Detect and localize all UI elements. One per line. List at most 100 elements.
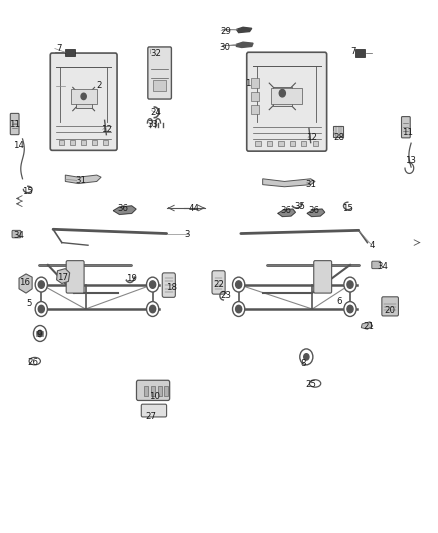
- Circle shape: [147, 302, 159, 317]
- Bar: [103, 140, 108, 145]
- FancyBboxPatch shape: [11, 114, 19, 135]
- Circle shape: [147, 277, 159, 292]
- Text: 36: 36: [118, 204, 129, 213]
- Circle shape: [38, 305, 44, 313]
- Polygon shape: [19, 274, 32, 293]
- Bar: [290, 141, 295, 146]
- Bar: [272, 88, 302, 104]
- Circle shape: [150, 305, 155, 313]
- Bar: [164, 385, 168, 396]
- Text: 2: 2: [96, 81, 101, 90]
- FancyBboxPatch shape: [50, 53, 117, 150]
- FancyBboxPatch shape: [12, 230, 21, 238]
- Bar: [144, 385, 148, 396]
- Text: 27: 27: [146, 412, 157, 421]
- FancyBboxPatch shape: [137, 380, 170, 400]
- Bar: [301, 141, 307, 146]
- Polygon shape: [307, 209, 325, 216]
- Text: 28: 28: [333, 133, 344, 142]
- Text: 17: 17: [57, 273, 68, 281]
- Text: 3: 3: [184, 230, 190, 239]
- Circle shape: [236, 281, 242, 288]
- Circle shape: [33, 326, 46, 342]
- Bar: [251, 78, 258, 88]
- Circle shape: [347, 305, 353, 313]
- Text: 15: 15: [342, 204, 353, 213]
- Circle shape: [279, 90, 286, 97]
- Text: 18: 18: [166, 283, 177, 292]
- Circle shape: [35, 302, 47, 317]
- Bar: [76, 91, 92, 108]
- FancyBboxPatch shape: [372, 261, 381, 269]
- Polygon shape: [65, 175, 101, 183]
- FancyBboxPatch shape: [212, 271, 225, 294]
- Text: 1: 1: [245, 78, 251, 87]
- Circle shape: [304, 354, 309, 360]
- Bar: [251, 105, 258, 115]
- Circle shape: [37, 330, 42, 337]
- Text: 31: 31: [305, 180, 316, 189]
- Text: 11: 11: [403, 128, 413, 137]
- Bar: [71, 90, 97, 104]
- Text: 20: 20: [384, 305, 395, 314]
- Circle shape: [81, 93, 86, 100]
- Text: 30: 30: [220, 43, 231, 52]
- Circle shape: [233, 302, 245, 317]
- Text: 11: 11: [10, 119, 21, 128]
- Circle shape: [344, 277, 356, 292]
- Polygon shape: [263, 179, 315, 187]
- Bar: [278, 141, 283, 146]
- Bar: [267, 141, 272, 146]
- Polygon shape: [113, 206, 136, 214]
- Text: 16: 16: [19, 278, 30, 287]
- Text: 13: 13: [405, 156, 416, 165]
- Circle shape: [38, 281, 44, 288]
- Bar: [255, 141, 261, 146]
- FancyBboxPatch shape: [382, 297, 399, 316]
- Bar: [70, 140, 75, 145]
- Bar: [92, 140, 97, 145]
- Bar: [273, 87, 292, 106]
- Bar: [151, 385, 155, 396]
- Polygon shape: [278, 209, 295, 216]
- Bar: [251, 92, 258, 101]
- Text: 33: 33: [148, 119, 159, 128]
- Bar: [152, 80, 166, 91]
- Circle shape: [300, 349, 313, 365]
- Text: 32: 32: [150, 50, 161, 58]
- FancyBboxPatch shape: [247, 52, 327, 151]
- Text: 5: 5: [26, 299, 32, 308]
- Text: 9: 9: [36, 330, 42, 339]
- Text: 44: 44: [188, 204, 199, 213]
- FancyBboxPatch shape: [402, 117, 410, 138]
- Bar: [333, 126, 343, 137]
- Polygon shape: [361, 322, 373, 329]
- Circle shape: [233, 277, 245, 292]
- Circle shape: [344, 302, 356, 317]
- FancyBboxPatch shape: [66, 261, 84, 293]
- Text: 21: 21: [363, 321, 374, 330]
- Text: 34: 34: [377, 262, 388, 271]
- Text: 7: 7: [57, 44, 62, 53]
- Text: 22: 22: [214, 280, 225, 289]
- Polygon shape: [237, 27, 252, 33]
- Bar: [81, 140, 86, 145]
- Bar: [313, 141, 318, 146]
- Text: 24: 24: [150, 108, 161, 117]
- Text: 12: 12: [306, 133, 317, 142]
- FancyBboxPatch shape: [141, 404, 166, 417]
- Text: 4: 4: [370, 241, 375, 250]
- Bar: [65, 49, 75, 56]
- Text: 25: 25: [305, 380, 316, 389]
- Text: 31: 31: [75, 176, 86, 185]
- Polygon shape: [237, 42, 253, 47]
- Text: 34: 34: [13, 231, 24, 240]
- Text: 7: 7: [350, 47, 356, 55]
- Text: 12: 12: [101, 125, 112, 134]
- Bar: [36, 332, 43, 336]
- Text: 29: 29: [220, 27, 231, 36]
- Text: 23: 23: [220, 290, 231, 300]
- Bar: [59, 140, 64, 145]
- Circle shape: [347, 281, 353, 288]
- Text: 14: 14: [13, 141, 24, 150]
